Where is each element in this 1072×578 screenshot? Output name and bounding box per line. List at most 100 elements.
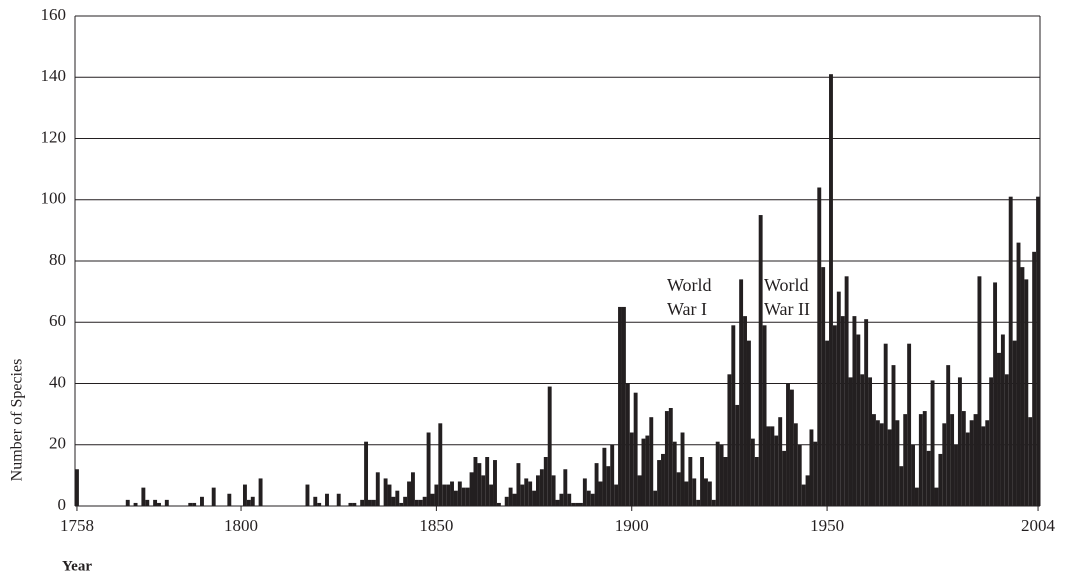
bar bbox=[520, 484, 525, 506]
bar bbox=[512, 493, 517, 506]
bar bbox=[141, 487, 146, 506]
bar bbox=[250, 496, 255, 506]
bar bbox=[723, 457, 728, 506]
bar bbox=[950, 414, 955, 506]
bar bbox=[1036, 196, 1040, 506]
bar bbox=[954, 444, 958, 506]
bar bbox=[989, 377, 994, 506]
bar bbox=[547, 386, 552, 506]
bar bbox=[157, 502, 161, 506]
annotation: War I bbox=[667, 299, 707, 319]
bar bbox=[352, 502, 357, 506]
bar bbox=[903, 414, 908, 506]
bar bbox=[985, 420, 990, 506]
bar bbox=[914, 487, 919, 506]
bar bbox=[442, 484, 447, 506]
bar bbox=[743, 316, 747, 506]
bar bbox=[555, 499, 560, 506]
bar bbox=[715, 441, 720, 506]
bar bbox=[188, 502, 193, 506]
bar bbox=[305, 484, 310, 506]
bar bbox=[450, 481, 454, 506]
bar bbox=[879, 423, 884, 506]
bar bbox=[387, 484, 392, 506]
bar bbox=[375, 472, 380, 506]
bar bbox=[805, 475, 810, 506]
bar bbox=[680, 432, 685, 506]
x-tick-label: 1900 bbox=[615, 516, 649, 535]
y-tick-label: 60 bbox=[49, 311, 66, 330]
bar bbox=[907, 343, 912, 506]
bar bbox=[645, 435, 650, 506]
bar bbox=[532, 490, 537, 506]
bar bbox=[313, 496, 318, 506]
bar bbox=[844, 276, 849, 506]
bar bbox=[1016, 242, 1021, 506]
bar bbox=[1032, 251, 1037, 506]
bar bbox=[493, 460, 497, 506]
bar bbox=[883, 343, 888, 506]
bar bbox=[504, 496, 509, 506]
bar bbox=[133, 502, 138, 506]
bar bbox=[453, 490, 458, 506]
bar bbox=[481, 475, 486, 506]
y-tick-label: 40 bbox=[49, 372, 66, 391]
bar bbox=[926, 450, 931, 506]
bar bbox=[801, 484, 806, 506]
bar bbox=[395, 490, 400, 506]
bar bbox=[508, 487, 513, 506]
bar bbox=[348, 502, 353, 506]
bar bbox=[364, 441, 369, 506]
bar bbox=[614, 484, 619, 506]
bar bbox=[594, 463, 599, 506]
bar bbox=[606, 466, 611, 506]
bar bbox=[153, 499, 158, 506]
bar bbox=[887, 429, 892, 506]
bar bbox=[758, 215, 763, 506]
bar bbox=[977, 276, 982, 506]
bar bbox=[969, 420, 974, 506]
y-tick-label: 100 bbox=[41, 189, 67, 208]
bar bbox=[930, 380, 935, 506]
bar bbox=[688, 457, 693, 506]
bar bbox=[836, 291, 841, 506]
bar bbox=[711, 499, 716, 506]
bar bbox=[200, 496, 204, 506]
bar bbox=[563, 469, 568, 506]
bar bbox=[1020, 267, 1025, 506]
bar bbox=[371, 499, 376, 506]
bar bbox=[727, 374, 732, 506]
bar bbox=[516, 463, 521, 506]
bar bbox=[813, 441, 818, 506]
bar bbox=[918, 414, 923, 506]
bar bbox=[789, 389, 794, 506]
bar bbox=[246, 499, 251, 506]
bar bbox=[242, 484, 247, 506]
bar bbox=[586, 490, 591, 506]
bar bbox=[891, 365, 896, 506]
bar bbox=[590, 493, 595, 506]
bar bbox=[809, 429, 814, 506]
bar bbox=[661, 453, 665, 506]
bar bbox=[731, 325, 736, 506]
bar bbox=[746, 340, 751, 506]
bar bbox=[618, 306, 622, 506]
bar bbox=[719, 444, 724, 506]
bar bbox=[938, 453, 943, 506]
bar bbox=[637, 475, 642, 506]
bar bbox=[872, 414, 876, 506]
bar bbox=[1024, 279, 1029, 506]
bar bbox=[430, 493, 435, 506]
bar bbox=[438, 423, 443, 506]
bar bbox=[403, 496, 408, 506]
bar bbox=[981, 426, 986, 506]
bar bbox=[817, 187, 822, 506]
bar bbox=[461, 487, 466, 506]
bar bbox=[739, 279, 744, 506]
bar bbox=[426, 432, 431, 506]
bar bbox=[700, 457, 705, 506]
bar bbox=[770, 426, 775, 506]
bar bbox=[383, 478, 388, 506]
bar bbox=[750, 438, 755, 506]
bar bbox=[528, 481, 533, 506]
